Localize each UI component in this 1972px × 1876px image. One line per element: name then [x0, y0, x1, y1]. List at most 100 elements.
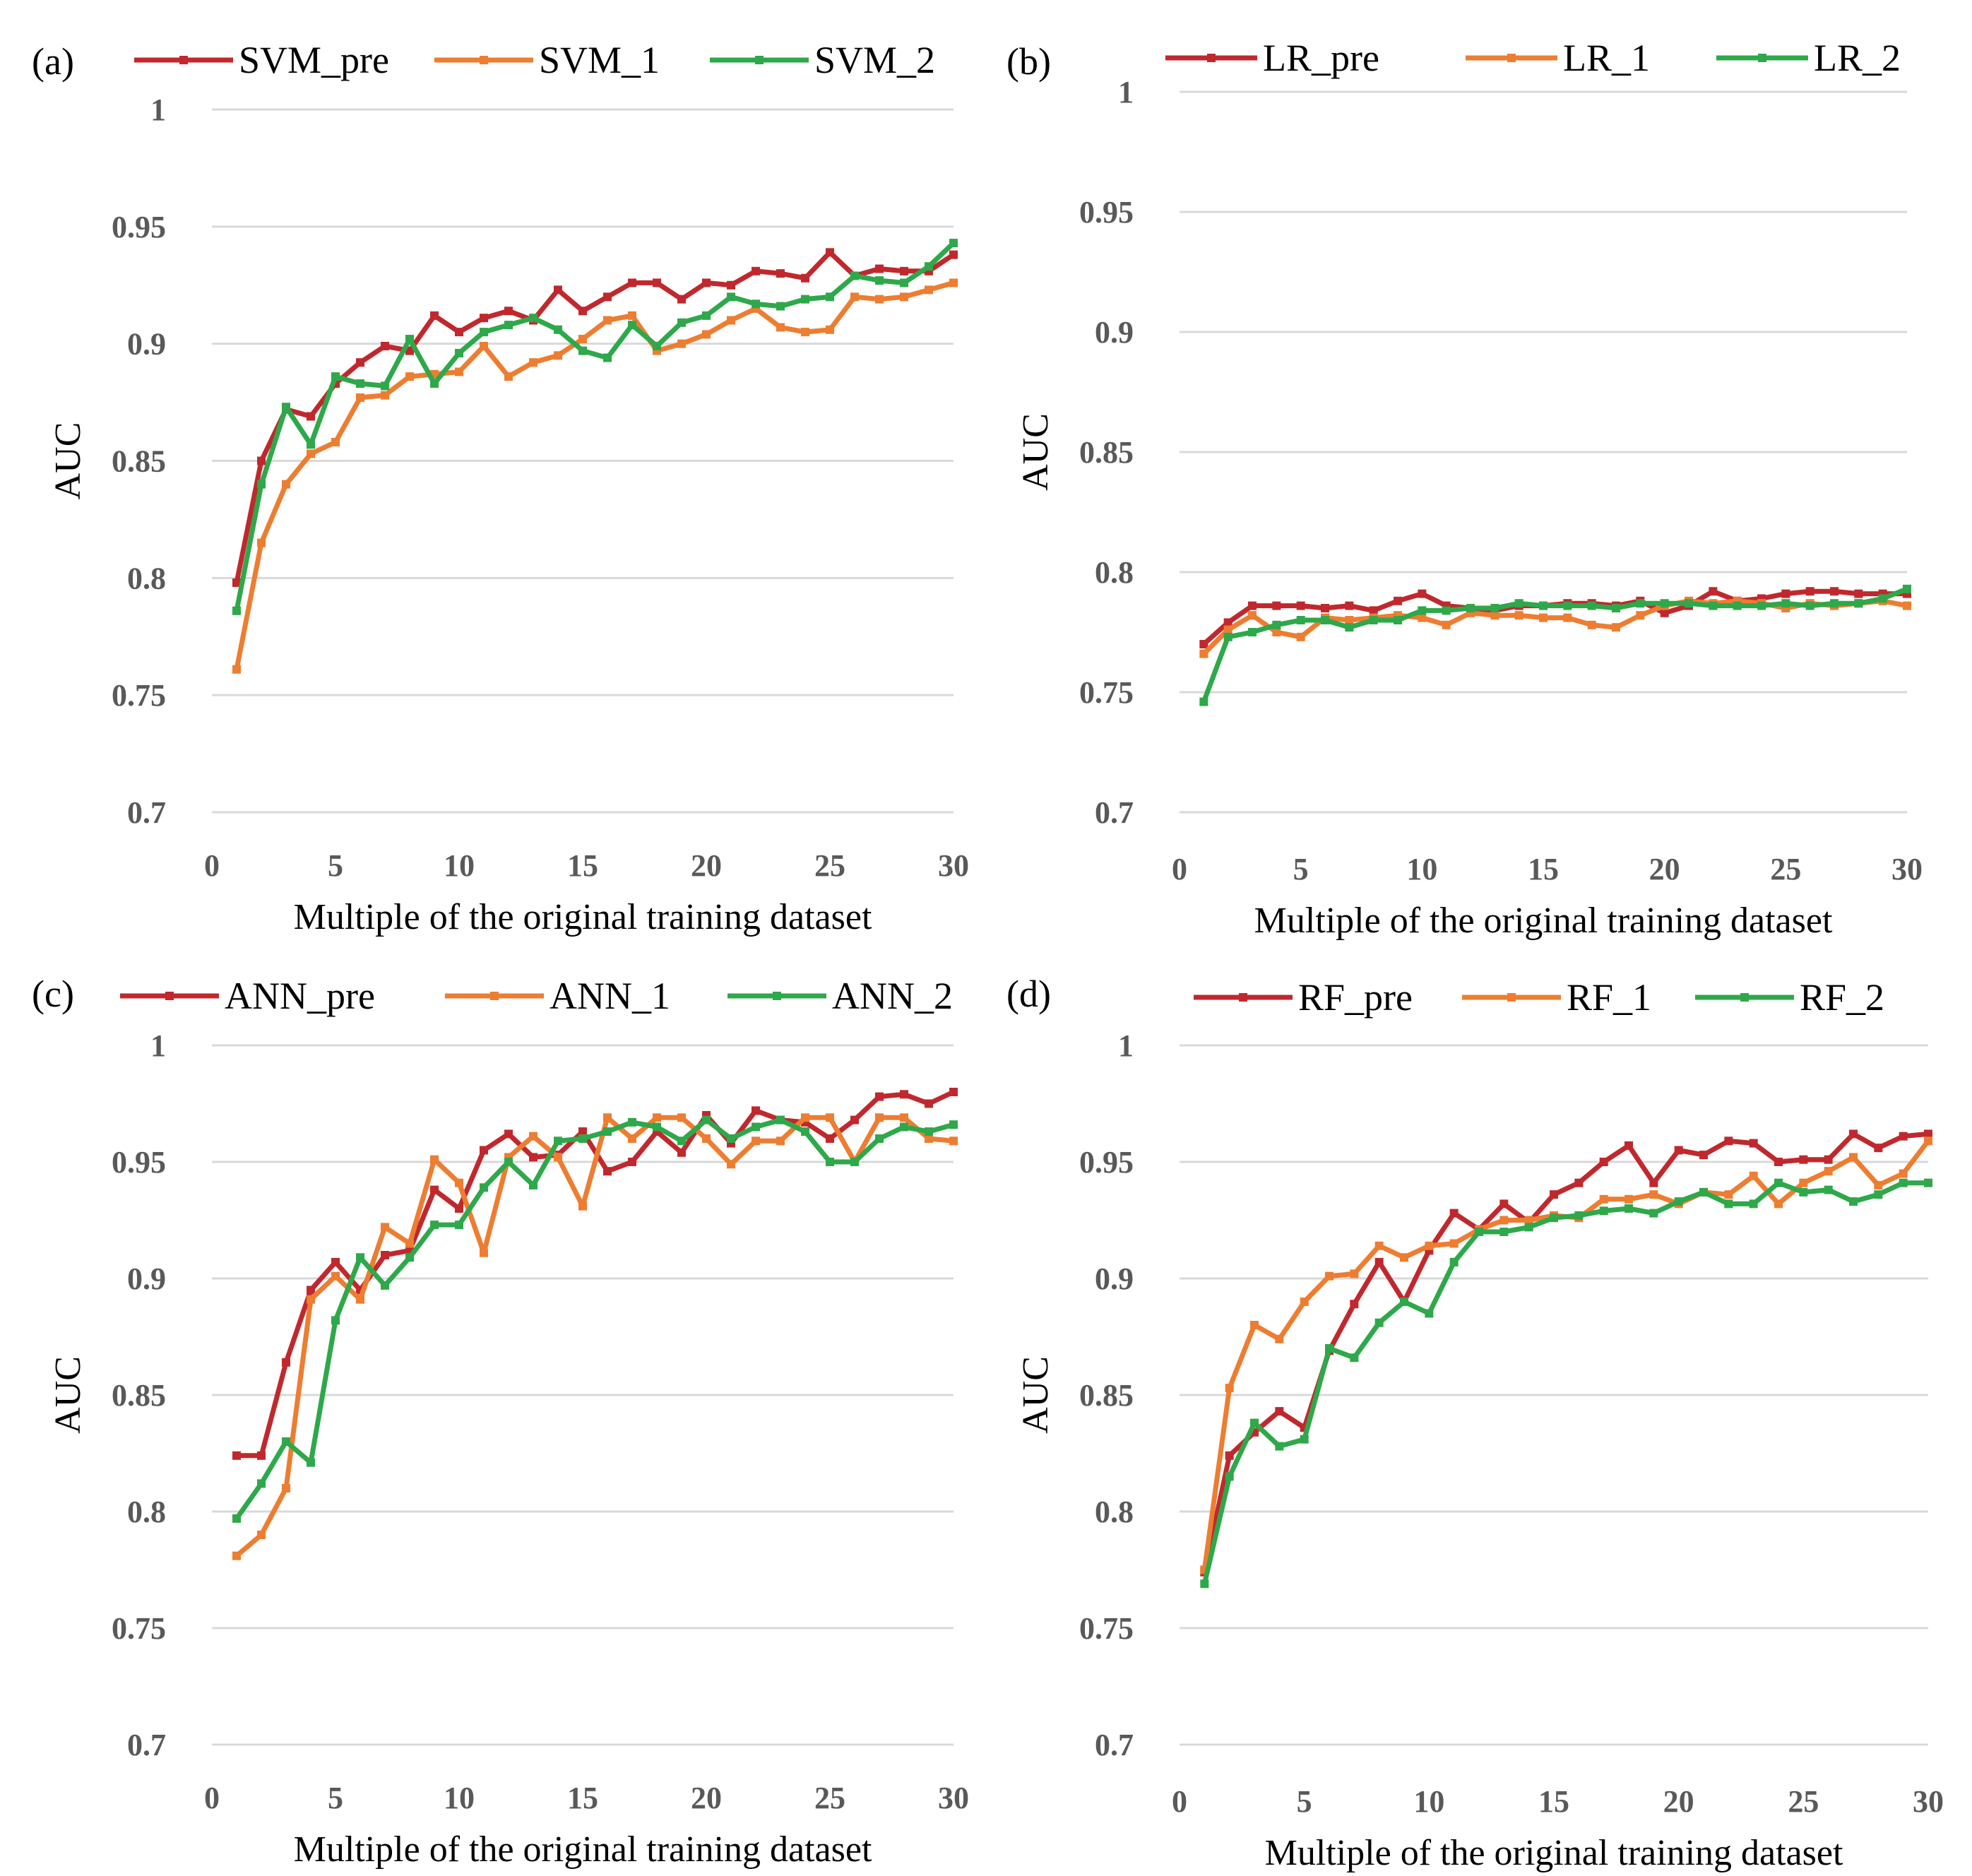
data-point: [1394, 616, 1402, 624]
data-point: [677, 339, 686, 348]
data-point: [1824, 1185, 1833, 1194]
data-point: [801, 1113, 809, 1122]
data-point: [381, 391, 389, 400]
data-point: [1442, 601, 1451, 610]
x-tick-label: 10: [1413, 1784, 1444, 1819]
data-point: [1499, 1199, 1509, 1209]
data-point: [1699, 1187, 1708, 1197]
data-point: [1272, 620, 1281, 629]
data-point: [1854, 599, 1863, 608]
data-point: [307, 1458, 315, 1467]
data-point: [1899, 1178, 1908, 1187]
data-point: [1345, 616, 1354, 624]
data-point: [1250, 1418, 1259, 1427]
data-point: [653, 341, 661, 350]
x-axis-title: Multiple of the original training datase…: [294, 1829, 872, 1870]
data-point: [1624, 1141, 1633, 1150]
data-point: [232, 1551, 241, 1560]
y-tick-label: 0.75: [1079, 675, 1134, 710]
data-point: [405, 1253, 414, 1262]
data-point: [875, 295, 884, 304]
data-point: [752, 266, 760, 275]
data-point: [1612, 604, 1620, 612]
data-point: [430, 1185, 439, 1194]
data-point: [381, 1251, 389, 1259]
y-tick-label: 1: [1118, 1028, 1134, 1063]
data-point: [1400, 1298, 1408, 1306]
data-point: [1539, 601, 1548, 610]
data-point: [1612, 623, 1620, 632]
x-tick-label: 15: [567, 848, 598, 883]
y-tick-label: 1: [150, 93, 166, 127]
data-point: [257, 456, 266, 465]
data-point: [727, 316, 735, 325]
series-line-rf-1: [1201, 1139, 1930, 1570]
data-point: [727, 1160, 735, 1169]
data-point: [1649, 1190, 1658, 1199]
data-point: [1350, 1269, 1359, 1278]
data-point: [1248, 628, 1257, 636]
data-point: [1874, 1190, 1883, 1199]
data-point: [850, 292, 859, 302]
panel-label: (d): [1006, 973, 1051, 1015]
data-point: [1674, 1197, 1683, 1206]
data-point: [1275, 1407, 1284, 1416]
x-tick-label: 30: [1913, 1784, 1944, 1819]
data-point: [257, 538, 266, 547]
data-point: [1514, 611, 1523, 620]
data-point: [1574, 1178, 1584, 1187]
data-point: [1849, 1153, 1858, 1162]
data-point: [480, 314, 488, 323]
data-point: [1624, 1194, 1633, 1204]
data-point: [1636, 599, 1645, 608]
data-point: [1799, 1155, 1808, 1164]
x-tick-label: 5: [1293, 852, 1309, 886]
data-point: [677, 1148, 686, 1157]
data-point: [1799, 1178, 1808, 1187]
x-tick-label: 25: [1788, 1784, 1819, 1819]
data-point: [1300, 1298, 1309, 1306]
data-point: [1903, 584, 1911, 593]
data-point: [1924, 1136, 1932, 1146]
x-tick-label: 5: [328, 1781, 343, 1815]
data-point: [282, 1437, 290, 1446]
data-point: [1225, 1472, 1234, 1481]
data-point: [826, 1134, 834, 1143]
x-tick-label: 0: [204, 1781, 220, 1815]
data-point: [1824, 1167, 1833, 1176]
data-point: [1649, 1209, 1658, 1218]
data-point: [628, 321, 636, 330]
data-point: [1524, 1216, 1533, 1225]
data-point: [1849, 1197, 1858, 1206]
data-point: [1724, 1190, 1733, 1199]
data-point: [282, 1358, 290, 1367]
data-point: [752, 1122, 760, 1132]
legend-marker: [1239, 993, 1247, 1002]
data-point: [1899, 1169, 1908, 1178]
y-tick-label: 0.85: [1079, 435, 1134, 470]
data-point: [1490, 604, 1499, 612]
data-point: [1685, 599, 1693, 608]
data-point: [504, 307, 513, 316]
data-point: [949, 239, 958, 248]
y-axis-title: AUC: [1016, 413, 1056, 491]
data-point: [381, 1223, 389, 1232]
data-point: [653, 1122, 661, 1132]
data-point: [1418, 613, 1427, 622]
data-point: [554, 325, 562, 334]
data-point: [405, 335, 414, 344]
y-tick-label: 0.7: [127, 795, 166, 830]
data-point: [1275, 1442, 1284, 1451]
data-point: [603, 1167, 612, 1176]
data-point: [1674, 1146, 1683, 1155]
x-tick-label: 30: [938, 1781, 969, 1815]
data-point: [480, 1183, 488, 1192]
data-point: [1394, 596, 1402, 605]
data-point: [1225, 1384, 1234, 1393]
legend-label: ANN_1: [550, 975, 670, 1017]
data-point: [1425, 1241, 1434, 1250]
y-tick-label: 0.9: [1095, 315, 1134, 350]
data-point: [801, 295, 809, 304]
data-point: [628, 278, 636, 287]
